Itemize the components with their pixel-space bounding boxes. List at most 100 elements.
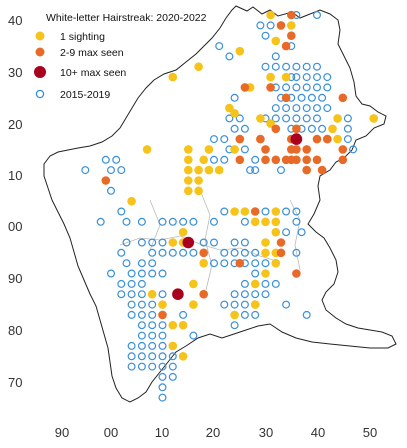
point-1-sighting: [240, 207, 250, 216]
point-2015-2019: [271, 62, 280, 71]
point-2015-2019: [313, 11, 322, 20]
point-2015-2019: [282, 104, 291, 113]
point-2015-2019: [137, 310, 146, 319]
point-2015-2019: [137, 300, 146, 309]
point-2015-2019: [313, 114, 322, 123]
point-2015-2019: [117, 279, 126, 288]
point-2015-2019: [158, 362, 167, 371]
point-2-9-max: [287, 10, 296, 20]
x-tick-label: 20: [206, 425, 220, 440]
point-2015-2019: [307, 124, 316, 133]
point-2015-2019: [168, 217, 177, 226]
legend-marker-1-sighting: [35, 31, 45, 41]
point-2015-2019: [292, 104, 301, 113]
point-2015-2019: [297, 93, 306, 102]
point-2015-2019: [158, 393, 167, 402]
point-2015-2019: [282, 228, 291, 237]
point-2015-2019: [210, 135, 219, 144]
x-tick-label: 40: [311, 425, 325, 440]
point-1-sighting: [328, 124, 337, 134]
point-2015-2019: [323, 104, 332, 113]
point-2-9-max: [235, 258, 245, 268]
point-1-sighting: [194, 165, 203, 175]
point-2015-2019: [302, 104, 311, 113]
y-tick-label: 90: [8, 271, 22, 286]
point-2015-2019: [189, 248, 198, 257]
point-2015-2019: [292, 217, 301, 226]
point-2015-2019: [117, 207, 126, 216]
point-2015-2019: [96, 217, 105, 226]
point-2015-2019: [297, 228, 306, 237]
point-2015-2019: [117, 290, 126, 299]
y-axis: 40 30 20 10 00 90 80 70: [8, 13, 22, 390]
point-2015-2019: [271, 114, 280, 123]
point-2-9-max: [276, 238, 286, 247]
point-2015-2019: [148, 269, 157, 278]
point-2015-2019: [210, 238, 219, 247]
point-2015-2019: [302, 73, 311, 82]
point-2015-2019: [282, 83, 291, 92]
point-1-sighting: [194, 62, 203, 71]
point-2015-2019: [137, 238, 146, 247]
point-2-9-max: [235, 134, 245, 144]
point-2015-2019: [230, 321, 239, 330]
legend-label-1-sighting: 1 sighting: [60, 31, 105, 43]
point-1-sighting: [261, 217, 270, 227]
point-2015-2019: [323, 73, 332, 82]
point-1-sighting: [184, 155, 193, 165]
y-tick-label: 00: [8, 219, 22, 234]
point-2015-2019: [251, 310, 260, 319]
point-2-9-max: [276, 248, 286, 258]
point-2015-2019: [251, 290, 260, 299]
point-2-9-max: [240, 83, 250, 92]
point-1-sighting: [214, 165, 224, 175]
point-2015-2019: [220, 135, 229, 144]
point-2015-2019: [148, 341, 157, 350]
point-2015-2019: [210, 155, 219, 164]
point-2-9-max: [199, 248, 208, 258]
point-1-sighting: [158, 300, 167, 309]
point-2015-2019: [343, 124, 352, 133]
legend-marker-10-plus: [34, 66, 46, 78]
legend-marker-2015-2019: [35, 89, 45, 99]
point-1-sighting: [235, 46, 245, 56]
point-2-9-max: [312, 134, 322, 144]
point-2015-2019: [127, 279, 136, 288]
point-1-sighting: [230, 145, 239, 154]
point-2015-2019: [137, 217, 146, 226]
point-2015-2019: [189, 217, 198, 226]
point-2-9-max: [302, 165, 312, 175]
point-1-sighting: [184, 145, 193, 154]
point-1-sighting: [250, 279, 260, 289]
point-2015-2019: [158, 352, 167, 361]
point-10-plus: [182, 236, 195, 249]
point-2015-2019: [158, 372, 167, 381]
point-2015-2019: [148, 300, 157, 309]
x-tick-label: 30: [259, 425, 273, 440]
point-2-9-max: [312, 155, 322, 165]
point-2015-2019: [343, 135, 352, 144]
point-2-9-max: [276, 21, 286, 30]
point-2015-2019: [127, 300, 136, 309]
x-tick-label: 50: [363, 425, 377, 440]
point-2015-2019: [230, 248, 239, 257]
point-1-sighting: [261, 269, 270, 278]
internal-boundaries: [119, 189, 301, 291]
point-1-sighting: [250, 300, 260, 309]
point-2015-2019: [137, 331, 146, 340]
point-1-sighting: [230, 207, 239, 216]
point-2015-2019: [148, 238, 157, 247]
legend-title: White-letter Hairstreak: 2020-2022: [46, 12, 207, 24]
point-2015-2019: [246, 166, 255, 175]
point-2015-2019: [251, 248, 260, 257]
point-2015-2019: [251, 155, 260, 164]
point-2015-2019: [220, 300, 229, 309]
point-2015-2019: [158, 331, 167, 340]
point-1-sighting: [127, 196, 136, 206]
point-2015-2019: [158, 248, 167, 257]
point-2015-2019: [282, 300, 291, 309]
point-2015-2019: [220, 248, 229, 257]
x-tick-label: 00: [104, 425, 118, 440]
point-2015-2019: [277, 166, 286, 175]
point-2015-2019: [179, 217, 188, 226]
